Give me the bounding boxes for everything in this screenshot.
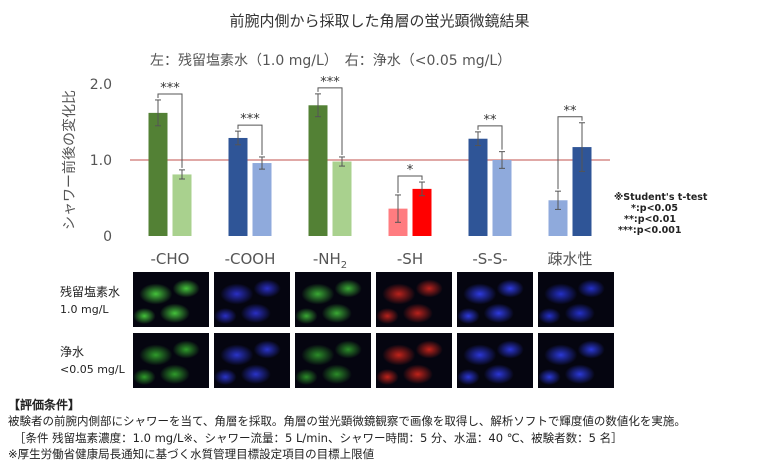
y-axis-label: シャワー前後の変化比 (61, 90, 78, 230)
stats-note-title: ※Student's t-test (614, 192, 708, 203)
significance-label: ** (484, 113, 498, 128)
fluorescence-image (214, 272, 290, 327)
fluorescence-image (214, 333, 290, 388)
row-label-chlorine: 残留塩素水 1.0 mg/L (60, 284, 120, 318)
bar--NH2-purified (332, 161, 352, 236)
bar--NH2-chlorine (308, 105, 328, 236)
significance-bracket (477, 125, 503, 150)
fluorescence-image (457, 333, 533, 388)
x-tick-label: -NH2 (313, 250, 347, 271)
fluorescence-image (295, 272, 371, 327)
significance-bracket (397, 175, 423, 193)
significance-bracket (157, 93, 183, 168)
fluorescence-image (376, 272, 452, 327)
significance-label: * (407, 163, 414, 178)
stats-note-p01: **:p<0.01 (624, 214, 676, 225)
fluorescence-image (538, 333, 614, 388)
stats-note-p05: *:p<0.05 (631, 203, 678, 214)
x-tick-label: 疎水性 (547, 250, 592, 268)
fluorescence-image (457, 272, 533, 327)
significance-bracket (557, 116, 583, 190)
stats-note-p001: ***:p<0.001 (618, 225, 682, 236)
footer-line-1: 被験者の前腕内側部にシャワーを当て、角層を採取。角層の蛍光顕微鏡観察で画像を取得… (8, 414, 686, 428)
fluorescence-image (295, 333, 371, 388)
fluorescence-image (376, 333, 452, 388)
significance-label: *** (320, 75, 340, 90)
row-label-purified-conc: <0.05 mg/L (60, 363, 125, 376)
fluorescence-image (133, 333, 209, 388)
bar--CHO-purified (172, 174, 192, 236)
y-tick-label: 2.0 (90, 77, 112, 93)
significance-label: *** (240, 112, 260, 127)
bar--COOH-purified (252, 163, 272, 236)
bar--CHO-chlorine (148, 112, 168, 236)
fluorescence-image (538, 272, 614, 327)
y-tick-label: 1.0 (90, 153, 112, 169)
footer-heading: 【評価条件】 (8, 398, 81, 412)
fluorescence-image (133, 272, 209, 327)
row-label-chlorine-title: 残留塩素水 (60, 285, 121, 299)
bar--SH-purified (412, 188, 432, 236)
bar-疎水性-purified (572, 147, 592, 236)
x-tick-label: -SH (397, 250, 423, 268)
bar--COOH-chlorine (228, 137, 248, 236)
chart-subtitle: 左：残留塩素水（1.0 mg/L） 右：浄水（<0.05 mg/L） (150, 53, 512, 69)
significance-label: ** (564, 104, 578, 119)
bar-疎水性-chlorine (548, 200, 568, 236)
row-label-chlorine-conc: 1.0 mg/L (60, 303, 109, 316)
chart-title: 前腕内側から採取した角層の蛍光顕微鏡結果 (229, 12, 530, 30)
significance-bracket (317, 87, 343, 155)
x-tick-label: -CHO (151, 250, 190, 268)
row-label-purified-title: 浄水 (60, 345, 85, 359)
x-tick-label: -COOH (225, 250, 276, 268)
y-tick-label: 0 (103, 229, 112, 245)
footer-line-2: ［条件 残留塩素濃度：1.0 mg/L※、シャワー流量：5 L/min、シャワー… (14, 431, 623, 445)
significance-label: *** (160, 81, 180, 96)
footer-line-3: ※厚生労働省健康局長通知に基づく水質管理目標設定項目の目標上限値 (8, 447, 375, 461)
significance-bracket (237, 124, 263, 155)
x-tick-label: -S-S- (472, 250, 507, 268)
bar--S-S--purified (492, 160, 512, 236)
row-label-purified: 浄水 <0.05 mg/L (60, 344, 125, 378)
bar--S-S--chlorine (468, 138, 488, 236)
